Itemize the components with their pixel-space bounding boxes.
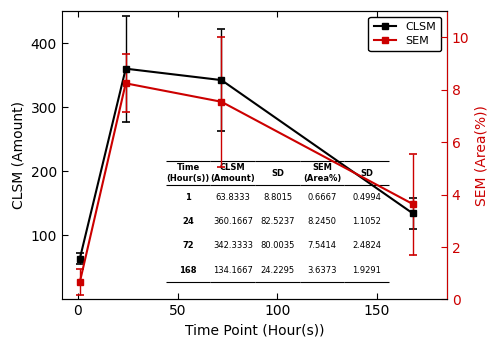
Y-axis label: SEM (Area(%)): SEM (Area(%)) (475, 105, 489, 206)
X-axis label: Time Point (Hour(s)): Time Point (Hour(s)) (184, 324, 324, 338)
Y-axis label: CLSM (Amount): CLSM (Amount) (11, 101, 25, 209)
Legend: CLSM, SEM: CLSM, SEM (368, 17, 442, 51)
